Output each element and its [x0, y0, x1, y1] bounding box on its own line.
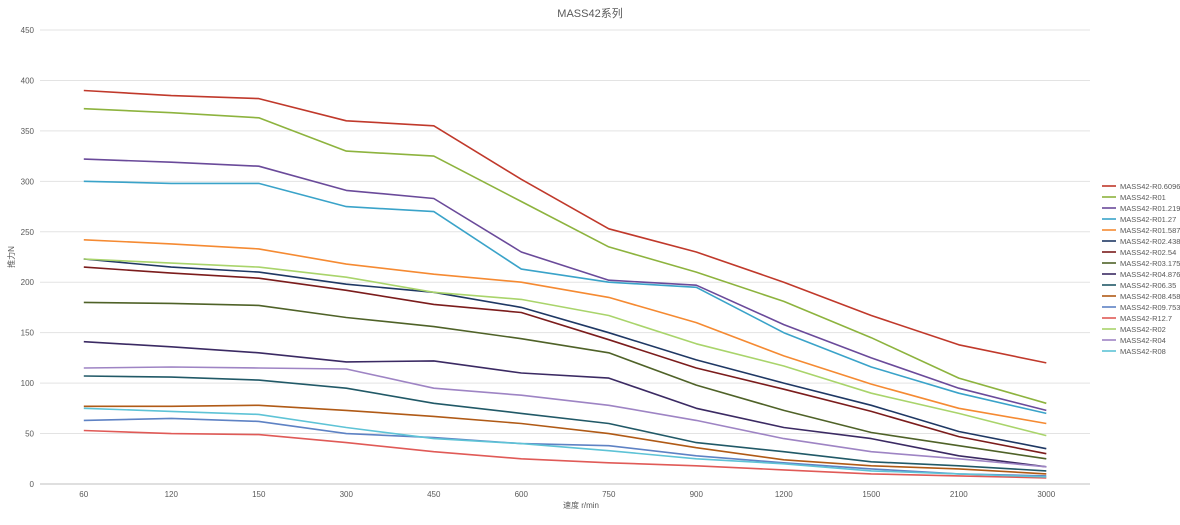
series-line-15	[83, 366, 1047, 468]
x-tick-label: 2100	[950, 490, 968, 499]
y-tick-label: 300	[21, 177, 35, 186]
y-tick-label: 400	[21, 76, 35, 85]
series-line-8	[83, 301, 1047, 460]
x-tick-label: 1200	[775, 490, 793, 499]
legend-label: MASS42-R12.7	[1120, 314, 1172, 323]
legend-label: MASS42-R06.35	[1120, 281, 1176, 290]
legend-label: MASS42-R01	[1120, 193, 1166, 202]
series-line-2	[83, 107, 1047, 405]
series-line-7	[83, 266, 1047, 455]
legend-label: MASS42-R04.8768	[1120, 270, 1180, 279]
series-line-14	[83, 258, 1047, 437]
legend-label: MASS42-R03.175	[1120, 259, 1180, 268]
x-tick-label: 450	[427, 490, 441, 499]
x-tick-label: 120	[165, 490, 179, 499]
series-line-13	[83, 429, 1047, 479]
y-tick-label: 50	[25, 430, 34, 439]
legend-label: MASS42-R08	[1120, 347, 1166, 356]
legend-label: MASS42-R08.4582	[1120, 292, 1180, 301]
legend-label: MASS42-R01.2192	[1120, 204, 1180, 213]
legend: MASS42-R0.6096 MASS42-R01 MASS42-R01.2192 M…	[1102, 182, 1180, 356]
x-tick-label: 750	[602, 490, 616, 499]
x-tick-label: 3000	[1037, 490, 1055, 499]
y-tick-label: 150	[21, 329, 35, 338]
series-line-12	[83, 417, 1047, 477]
y-axis-label: 推力N	[6, 246, 16, 268]
x-tick-label: 600	[515, 490, 529, 499]
series-line-11	[83, 404, 1047, 475]
legend-label: MASS42-R09.7536	[1120, 303, 1180, 312]
series-line-9	[83, 340, 1047, 468]
y-tick-label: 100	[21, 379, 35, 388]
series-line-5	[83, 239, 1047, 425]
y-tick-label: 350	[21, 127, 35, 136]
chart-title: MASS42系列	[557, 6, 622, 20]
series-lines	[83, 89, 1047, 479]
x-tick-label: 900	[690, 490, 704, 499]
series-line-6	[83, 258, 1047, 450]
legend-label: MASS42-R02.54	[1120, 248, 1176, 257]
legend-label: MASS42-R01.5875	[1120, 226, 1180, 235]
x-tick-label: 150	[252, 490, 266, 499]
legend-label: MASS42-R02.4384	[1120, 237, 1180, 246]
y-tick-label: 200	[21, 278, 35, 287]
y-tick-label: 450	[21, 26, 35, 35]
series-line-3	[83, 158, 1047, 412]
x-axis-label: 速度 r/min	[563, 500, 599, 510]
y-tick-label: 0	[30, 480, 35, 489]
series-line-10	[83, 375, 1047, 472]
series-line-4	[83, 180, 1047, 415]
legend-label: MASS42-R0.6096	[1120, 182, 1180, 191]
x-tick-label: 300	[340, 490, 354, 499]
x-tick-label: 1500	[862, 490, 880, 499]
series-line-1	[83, 89, 1047, 364]
gridlines	[40, 29, 1090, 485]
axes: 0 50 100 150 200 250 300 350 400 450 60 120 150 300 45…	[21, 26, 1056, 499]
legend-label: MASS42-R02	[1120, 325, 1166, 334]
legend-label: MASS42-R01.27	[1120, 215, 1176, 224]
y-tick-label: 250	[21, 228, 35, 237]
series-line-16	[83, 407, 1047, 478]
x-tick-label: 60	[79, 490, 88, 499]
legend-label: MASS42-R04	[1120, 336, 1166, 345]
